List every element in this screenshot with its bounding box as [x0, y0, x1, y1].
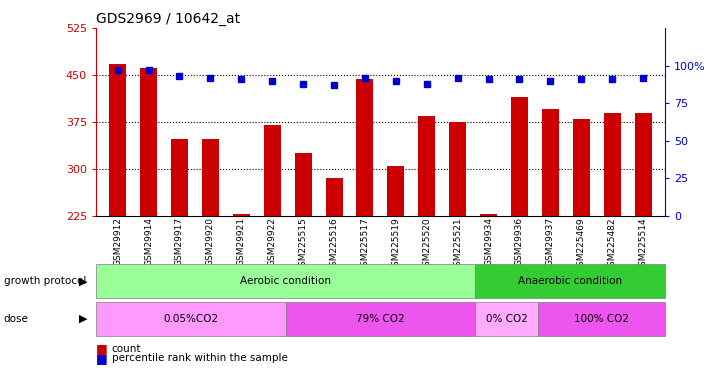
- Bar: [511, 97, 528, 216]
- Bar: [264, 125, 281, 216]
- Bar: [202, 140, 219, 216]
- Bar: [171, 139, 188, 216]
- Text: ▶: ▶: [79, 276, 87, 286]
- Bar: [538, 302, 665, 336]
- Bar: [418, 116, 435, 216]
- Bar: [542, 110, 559, 216]
- Bar: [635, 112, 652, 216]
- Text: percentile rank within the sample: percentile rank within the sample: [112, 353, 287, 363]
- Bar: [294, 153, 311, 216]
- Text: ▶: ▶: [79, 314, 87, 324]
- Bar: [326, 178, 343, 216]
- Text: 0% CO2: 0% CO2: [486, 314, 528, 324]
- Text: 79% CO2: 79% CO2: [356, 314, 405, 324]
- Bar: [286, 302, 475, 336]
- Bar: [480, 214, 497, 216]
- Text: count: count: [112, 344, 141, 354]
- Bar: [475, 302, 538, 336]
- Bar: [96, 302, 286, 336]
- Text: dose: dose: [4, 314, 28, 324]
- Text: ■: ■: [96, 352, 108, 364]
- Bar: [604, 112, 621, 216]
- Bar: [140, 68, 157, 216]
- Text: ■: ■: [96, 342, 108, 355]
- Bar: [449, 122, 466, 216]
- Text: 100% CO2: 100% CO2: [574, 314, 629, 324]
- Text: Anaerobic condition: Anaerobic condition: [518, 276, 622, 286]
- Text: GDS2969 / 10642_at: GDS2969 / 10642_at: [96, 12, 240, 26]
- Text: Aerobic condition: Aerobic condition: [240, 276, 331, 286]
- Bar: [232, 214, 250, 216]
- Bar: [387, 166, 405, 216]
- Bar: [475, 264, 665, 298]
- Bar: [573, 119, 590, 216]
- Text: 0.05%CO2: 0.05%CO2: [164, 314, 218, 324]
- Bar: [96, 264, 475, 298]
- Bar: [109, 64, 126, 216]
- Bar: [356, 80, 373, 216]
- Text: growth protocol: growth protocol: [4, 276, 86, 286]
